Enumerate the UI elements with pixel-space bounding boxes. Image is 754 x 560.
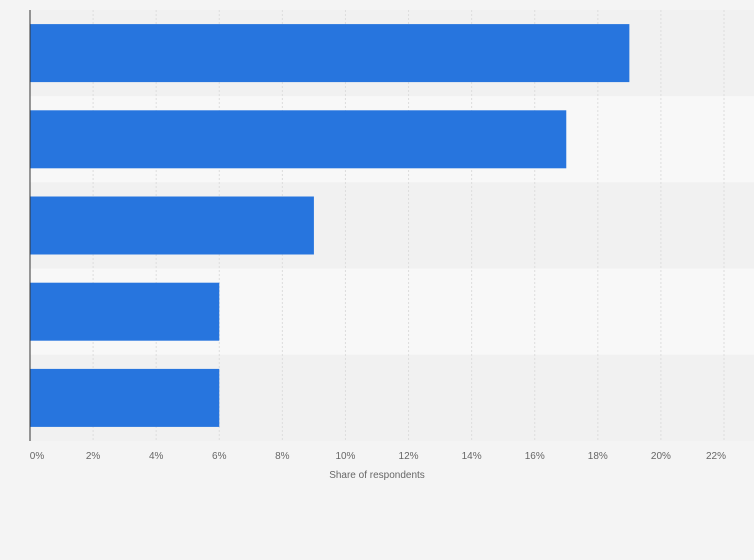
bar — [30, 110, 567, 169]
x-tick-label: 22% — [706, 451, 726, 462]
x-tick-label: 18% — [588, 451, 608, 462]
x-axis-title: Share of respondents — [329, 470, 425, 481]
x-tick-label: 2% — [86, 451, 101, 462]
bar — [30, 282, 220, 341]
bar — [30, 24, 630, 83]
x-axis-tick-labels: 0% 2% 4% 6% 8% 10% 12% 14% 16% 18% 20% 22% — [30, 451, 726, 462]
x-tick-label: 8% — [275, 451, 290, 462]
x-tick-label: 6% — [212, 451, 227, 462]
x-tick-label: 4% — [149, 451, 164, 462]
x-tick-label: 0% — [30, 451, 45, 462]
x-tick-label: 12% — [399, 451, 419, 462]
bars — [30, 24, 630, 427]
x-tick-label: 14% — [462, 451, 482, 462]
x-tick-label: 10% — [335, 451, 355, 462]
bar — [30, 196, 314, 255]
x-tick-label: 16% — [525, 451, 545, 462]
bar — [30, 368, 220, 427]
x-tick-label: 20% — [651, 451, 671, 462]
